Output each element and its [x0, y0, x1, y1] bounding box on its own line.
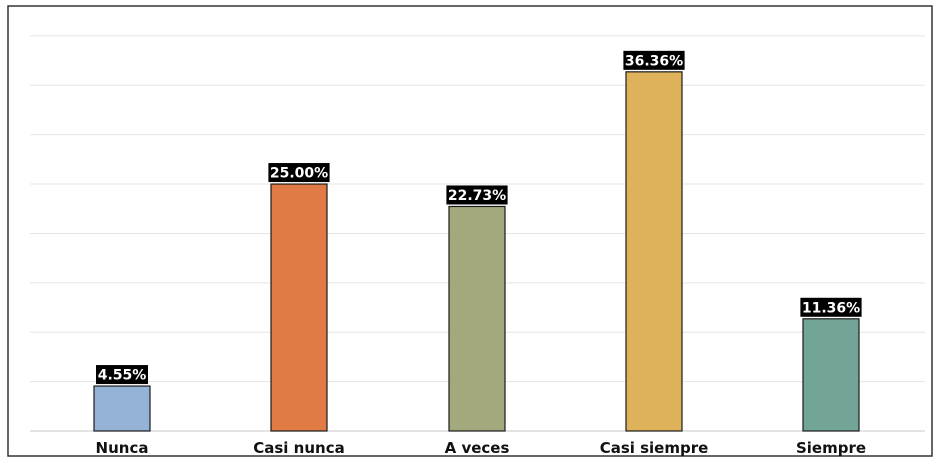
- bar-siempre: [802, 318, 860, 432]
- data-label-box: [446, 185, 508, 205]
- x-tick-label-2: A veces: [445, 439, 510, 457]
- x-tick-label-4: Siempre: [796, 439, 866, 457]
- data-label-3: 36.36%: [623, 50, 685, 70]
- bar-casi-nunca: [270, 183, 328, 432]
- data-label-text: 36.36%: [625, 53, 683, 69]
- data-label-box: [623, 50, 685, 70]
- data-label-text: 25.00%: [270, 166, 328, 182]
- data-labels: 4.55% 25.00% 22.73% 36.36% 11.36%: [96, 50, 862, 385]
- data-label-text: 22.73%: [448, 188, 506, 204]
- data-label-box: [800, 297, 862, 317]
- data-label-box: [268, 163, 330, 183]
- data-label-0: 4.55%: [96, 365, 148, 385]
- data-label-4: 11.36%: [800, 297, 862, 317]
- bar-nunca: [93, 385, 151, 432]
- data-label-box: [96, 365, 148, 385]
- data-label-text: 11.36%: [802, 300, 860, 316]
- x-tick-label-3: Casi siempre: [600, 439, 709, 457]
- x-tick-label-0: Nunca: [96, 439, 149, 457]
- bar-casi-siempre: [625, 71, 683, 432]
- gridlines: [30, 35, 925, 432]
- data-label-text: 4.55%: [98, 368, 147, 384]
- x-tick-labels: Nunca Casi nunca A veces Casi siempre Siempr…: [96, 439, 867, 457]
- data-label-1: 25.00%: [268, 163, 330, 183]
- bar-a-veces: [448, 205, 506, 432]
- bars: [93, 71, 860, 432]
- x-tick-label-1: Casi nunca: [253, 439, 344, 457]
- data-label-2: 22.73%: [446, 185, 508, 205]
